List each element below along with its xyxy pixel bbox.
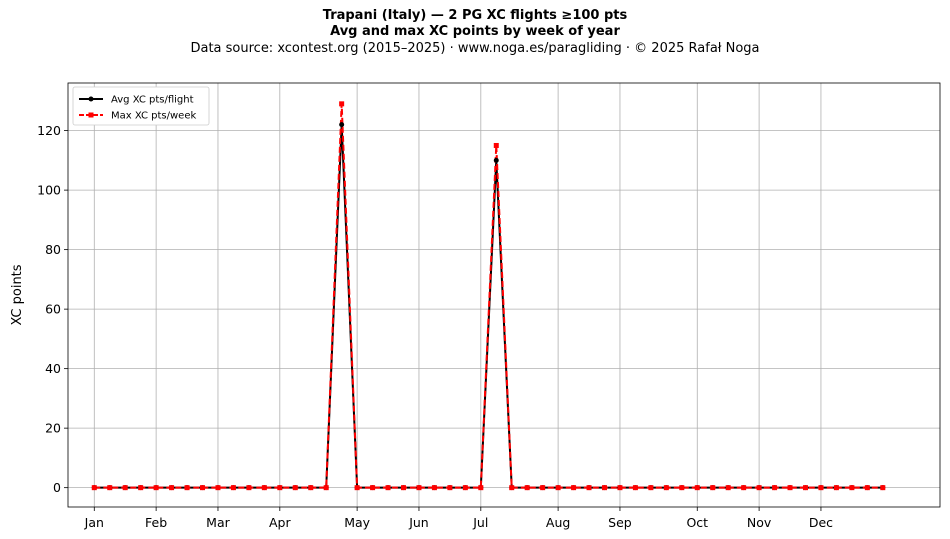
y-tick-label: 60 — [45, 302, 61, 317]
x-tick-label-jan: Jan — [84, 515, 104, 530]
data-point-max — [524, 485, 530, 491]
y-tick-label: 100 — [37, 183, 61, 198]
data-point-max — [772, 485, 778, 491]
legend-marker-0 — [88, 96, 94, 102]
chart-subtitle: Avg and max XC points by week of year — [330, 24, 620, 39]
series-line-1 — [94, 103, 883, 489]
y-tick-label: 80 — [45, 242, 61, 257]
legend-label-1: Max XC pts/week — [111, 111, 196, 122]
axis-ticks: 0 20 40 60 80 100 120 Jan Feb Mar Apr May Jun Jul Aug S… — [37, 123, 833, 530]
chart-title-block: Trapani (Italy) — 2 PG XC flights ≥100 p… — [0, 8, 950, 57]
plot-area — [67, 82, 941, 508]
legend: Avg XC pts/flight Max XC pts/week — [72, 86, 210, 126]
x-tick-label-nov: Nov — [747, 515, 772, 530]
data-point-max — [493, 142, 499, 148]
data-point-max — [787, 485, 793, 491]
data-point-max — [864, 485, 870, 491]
data-point-max — [184, 485, 190, 491]
data-point-max — [833, 485, 839, 491]
data-point-max — [849, 485, 855, 491]
data-point-max — [138, 485, 144, 491]
data-point-max — [880, 485, 886, 491]
data-point-max — [91, 485, 97, 491]
data-point-max — [122, 485, 128, 491]
data-point-max — [416, 485, 422, 491]
data-point-max — [261, 485, 267, 491]
data-point-max — [153, 485, 159, 491]
series-layer — [91, 101, 886, 491]
data-point-max — [169, 485, 175, 491]
chart-title: Trapani (Italy) — 2 PG XC flights ≥100 p… — [322, 8, 628, 23]
data-point-max — [401, 485, 407, 491]
data-point-max — [648, 485, 654, 491]
x-tick-label-oct: Oct — [686, 515, 708, 530]
data-point-max — [756, 485, 762, 491]
y-tick-label: 20 — [45, 421, 61, 436]
data-point-max — [478, 485, 484, 491]
data-point-max — [571, 485, 577, 491]
x-tick-label-sep: Sep — [608, 515, 632, 530]
data-point-max — [277, 485, 283, 491]
data-point-max — [555, 485, 561, 491]
legend-marker-1 — [88, 112, 94, 118]
data-point-max — [586, 485, 592, 491]
data-point-max — [107, 485, 113, 491]
data-point-avg — [493, 157, 499, 163]
data-point-max — [802, 485, 808, 491]
x-tick-label-mar: Mar — [206, 515, 230, 530]
data-point-max — [308, 485, 314, 491]
data-point-max — [339, 101, 345, 107]
data-point-max — [617, 485, 623, 491]
x-tick-label-aug: Aug — [546, 515, 570, 530]
legend-box — [72, 86, 210, 126]
x-tick-label-jun: Jun — [408, 515, 429, 530]
y-tick-label: 120 — [37, 123, 61, 138]
x-tick-label-may: May — [344, 515, 370, 530]
data-point-max — [679, 485, 685, 491]
data-point-max — [818, 485, 824, 491]
data-point-max — [741, 485, 747, 491]
data-point-max — [632, 485, 638, 491]
data-point-max — [431, 485, 437, 491]
data-point-max — [200, 485, 206, 491]
y-axis-label: XC points — [10, 264, 25, 325]
data-point-max — [447, 485, 453, 491]
data-point-max — [215, 485, 221, 491]
data-point-max — [246, 485, 252, 491]
data-point-max — [540, 485, 546, 491]
y-tick-label: 0 — [53, 480, 61, 495]
data-point-avg — [339, 122, 345, 128]
data-point-max — [370, 485, 376, 491]
data-point-max — [509, 485, 515, 491]
data-point-max — [462, 485, 468, 491]
data-point-max — [725, 485, 731, 491]
x-tick-label-feb: Feb — [145, 515, 167, 530]
data-point-max — [663, 485, 669, 491]
data-point-max — [323, 485, 329, 491]
data-point-max — [694, 485, 700, 491]
data-point-max — [601, 485, 607, 491]
data-point-max — [354, 485, 360, 491]
x-tick-label-apr: Apr — [269, 515, 291, 530]
data-point-max — [710, 485, 716, 491]
y-tick-label: 40 — [45, 361, 61, 376]
x-tick-label-jul: Jul — [472, 515, 488, 530]
legend-label-0: Avg XC pts/flight — [111, 95, 194, 106]
chart-data-source: Data source: xcontest.org (2015–2025) · … — [190, 41, 760, 56]
data-point-max — [385, 485, 391, 491]
data-point-max — [230, 485, 236, 491]
data-point-max — [292, 485, 298, 491]
x-tick-label-dec: Dec — [809, 515, 833, 530]
